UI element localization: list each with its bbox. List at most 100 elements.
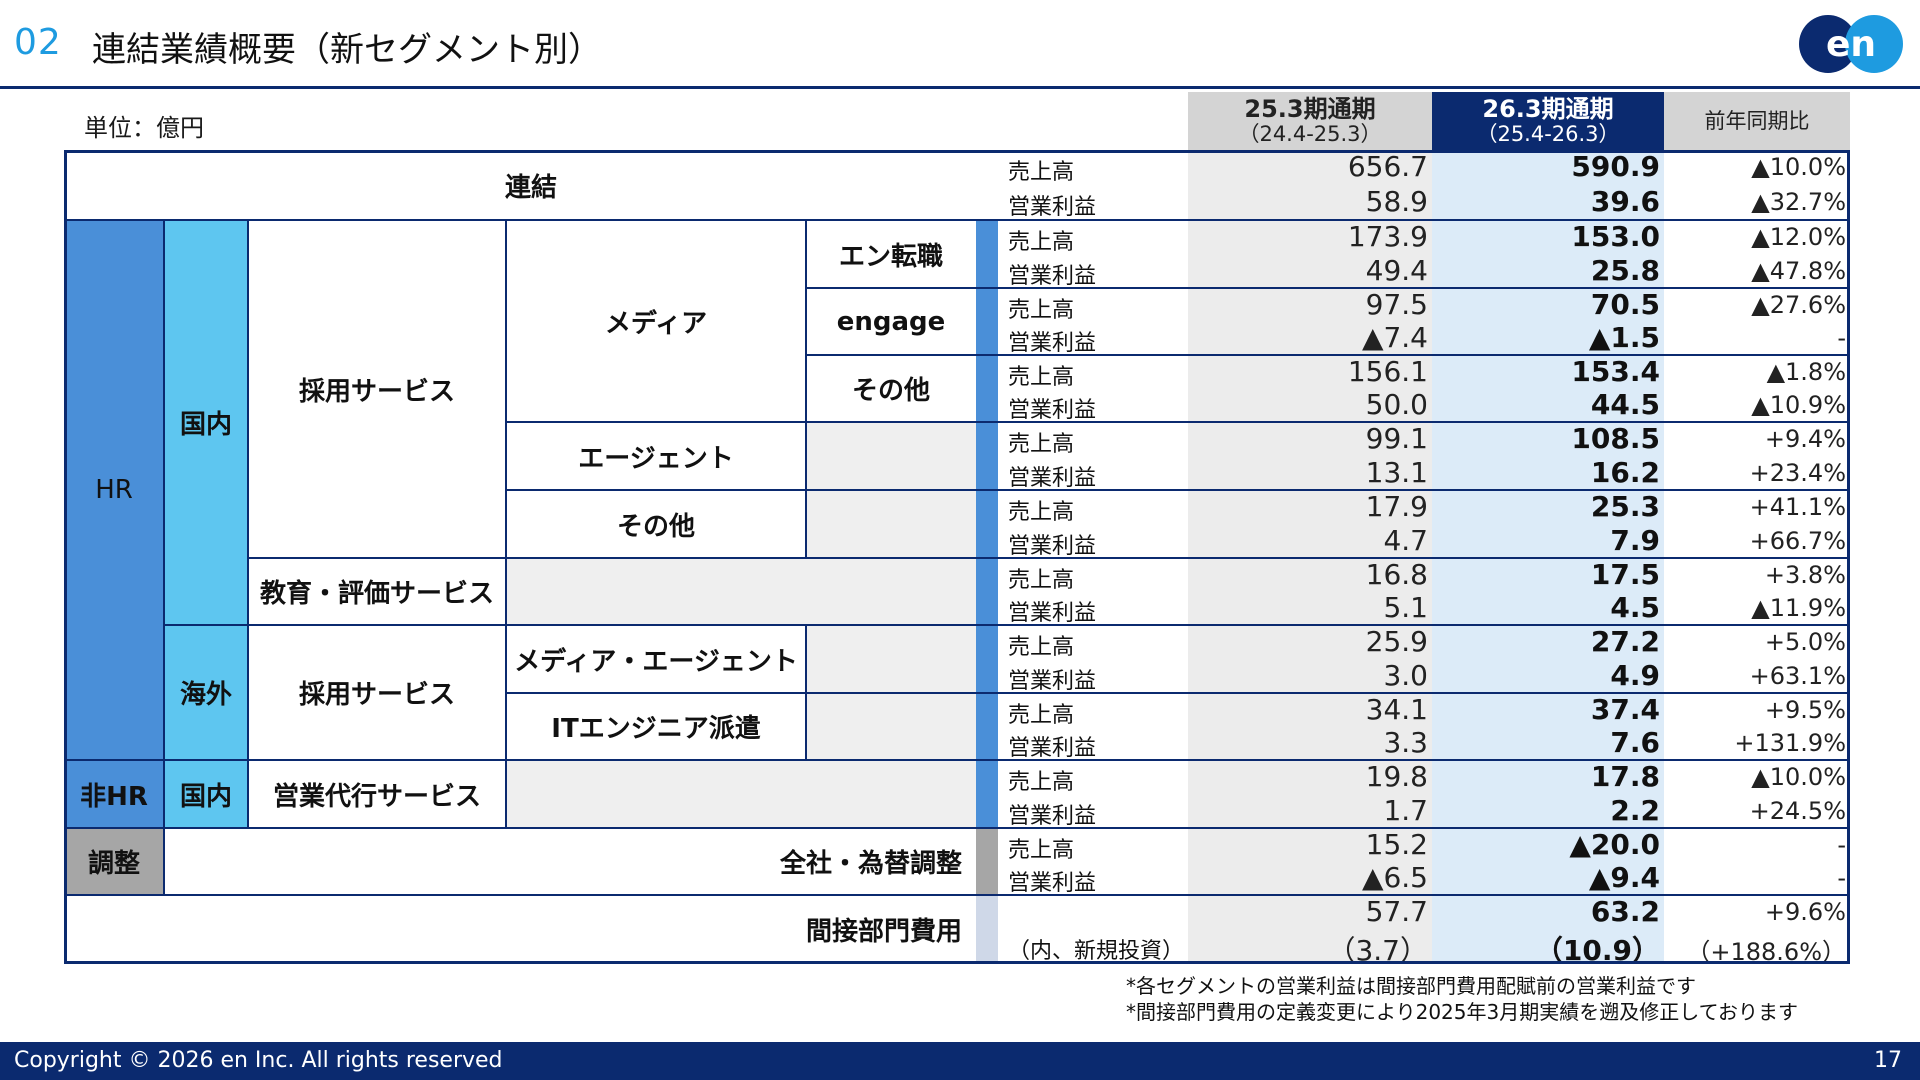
yoy-value: ▲10.0% [1751, 153, 1846, 181]
indirect-cost-label: 間接部門費用 [64, 895, 976, 964]
yoy-value: ▲32.7% [1751, 188, 1846, 216]
en-tenshoku-label: エン転職 [806, 220, 976, 288]
metric-label: 売上高 [1008, 230, 1075, 255]
curr-value: 17.8 [1590, 760, 1660, 793]
media-label: メディア [506, 220, 806, 422]
footnote-1: *各セグメントの営業利益は間接部門費用配賦前の営業利益です [1126, 974, 1696, 998]
curr-value: 63.2 [1590, 895, 1660, 928]
prev-value: 15.2 [1365, 828, 1428, 861]
yoy-value: ▲1.8% [1766, 358, 1846, 386]
yoy-value: - [1837, 864, 1846, 892]
metric-label: （内、新規投資） [1008, 939, 1185, 964]
yoy-value: - [1837, 831, 1846, 859]
metric-label: 営業利益 [1008, 871, 1097, 896]
curr-value: ▲9.4 [1588, 861, 1660, 894]
curr-value: 590.9 [1571, 150, 1660, 183]
curr-value: 39.6 [1590, 185, 1660, 218]
hr-segment-bar [976, 220, 998, 828]
agent-label: エージェント [506, 422, 806, 490]
metric-label: 売上高 [1008, 635, 1075, 660]
metric-label: 売上高 [1008, 160, 1075, 185]
yoy-value: ▲10.9% [1751, 391, 1846, 419]
metric-label: 営業利益 [1008, 331, 1097, 356]
prev-value: 19.8 [1365, 760, 1428, 793]
metric-label: 営業利益 [1008, 736, 1097, 761]
metric-label: 売上高 [1008, 298, 1075, 323]
yoy-value: +9.4% [1764, 425, 1846, 453]
sales-agency-blank-cell [506, 760, 976, 828]
metric-label: 営業利益 [1008, 601, 1097, 626]
column-header-curr: 26.3期通期 （25.4-26.3） [1432, 92, 1664, 150]
indirect-segment-bar [976, 895, 998, 964]
yoy-value: +66.7% [1749, 527, 1846, 555]
metric-label: 売上高 [1008, 770, 1075, 795]
curr-value: 4.9 [1610, 659, 1660, 692]
metric-label: 売上高 [1008, 432, 1075, 457]
metric-label: 売上高 [1008, 838, 1075, 863]
header-rule [0, 86, 1920, 89]
consolidated-label: 連結 [64, 150, 998, 220]
prev-value: 3.3 [1383, 726, 1428, 759]
yoy-value: +63.1% [1749, 662, 1846, 690]
metric-label: 営業利益 [1008, 466, 1097, 491]
prev-value: 25.9 [1365, 625, 1428, 658]
non-hr-label: 非HR [64, 760, 164, 828]
prev-value: 97.5 [1365, 288, 1428, 321]
curr-value: 16.2 [1590, 456, 1660, 489]
yoy-value: ▲12.0% [1751, 223, 1846, 251]
non-hr-domestic-label: 国内 [164, 760, 248, 828]
metric-label: 売上高 [1008, 500, 1075, 525]
curr-value: 17.5 [1590, 558, 1660, 591]
curr-value: 2.2 [1610, 794, 1660, 827]
prev-value: ▲6.5 [1361, 861, 1428, 894]
curr-value: 25.3 [1590, 490, 1660, 523]
adjust-label: 調整 [64, 828, 164, 895]
adjust-segment-bar [976, 828, 998, 895]
media-agent-label: メディア・エージェント [506, 625, 806, 693]
prev-value: 57.7 [1365, 895, 1428, 928]
hr-label: HR [64, 220, 164, 760]
copyright-text: Copyright © 2026 en Inc. All rights rese… [14, 1048, 503, 1073]
table-border [64, 150, 1850, 964]
curr-value: 37.4 [1590, 693, 1660, 726]
curr-value: 108.5 [1571, 422, 1660, 455]
page-title: 連結業績概要（新セグメント別） [92, 30, 602, 70]
footer-bar: Copyright © 2026 en Inc. All rights rese… [0, 1042, 1920, 1080]
yoy-value: +3.8% [1764, 561, 1846, 589]
yoy-value: - [1837, 324, 1846, 352]
prev-value: 13.1 [1365, 456, 1428, 489]
curr-value: 7.9 [1610, 524, 1660, 557]
curr-value: ▲1.5 [1588, 321, 1660, 354]
it-engineer-blank-cell [806, 693, 976, 760]
corp-fx-label: 全社・為替調整 [164, 828, 976, 895]
curr-period-label: 26.3期通期 [1482, 95, 1614, 123]
yoy-value: +9.6% [1764, 898, 1846, 926]
curr-value: 27.2 [1590, 625, 1660, 658]
prev-value: 3.0 [1383, 659, 1428, 692]
column-header-prev: 25.3期通期 （24.4-25.3） [1188, 92, 1432, 150]
recruit-service-label: 採用サービス [248, 220, 506, 558]
prev-value: 58.9 [1365, 185, 1428, 218]
prev-value: 34.1 [1365, 693, 1428, 726]
section-number: 02 [14, 22, 62, 63]
yoy-value: +9.5% [1764, 696, 1846, 724]
prev-value: 99.1 [1365, 422, 1428, 455]
yoy-value: +23.4% [1749, 459, 1846, 487]
curr-value: 7.6 [1610, 726, 1660, 759]
metric-label: 営業利益 [1008, 534, 1097, 559]
curr-value: 25.8 [1590, 254, 1660, 287]
prev-value: 16.8 [1365, 558, 1428, 591]
curr-value: 70.5 [1590, 288, 1660, 321]
en-logo: en [1799, 15, 1903, 73]
media-agent-blank-cell [806, 625, 976, 693]
segment-table: 連結 HR 国内 採用サービス メディア エン転職 engage その他 エージ… [64, 150, 1850, 967]
footnote-2: *間接部門費用の定義変更により2025年3月期実績を遡及修正しております [1126, 1000, 1799, 1024]
curr-value: 153.4 [1571, 355, 1660, 388]
other-media-label: その他 [806, 355, 976, 422]
metric-label: 売上高 [1008, 365, 1075, 390]
prev-value: 50.0 [1365, 388, 1428, 421]
yoy-value: ▲10.0% [1751, 763, 1846, 791]
sales-agency-label: 営業代行サービス [248, 760, 506, 828]
svg-text:en: en [1826, 24, 1876, 65]
metric-label: 売上高 [1008, 703, 1075, 728]
